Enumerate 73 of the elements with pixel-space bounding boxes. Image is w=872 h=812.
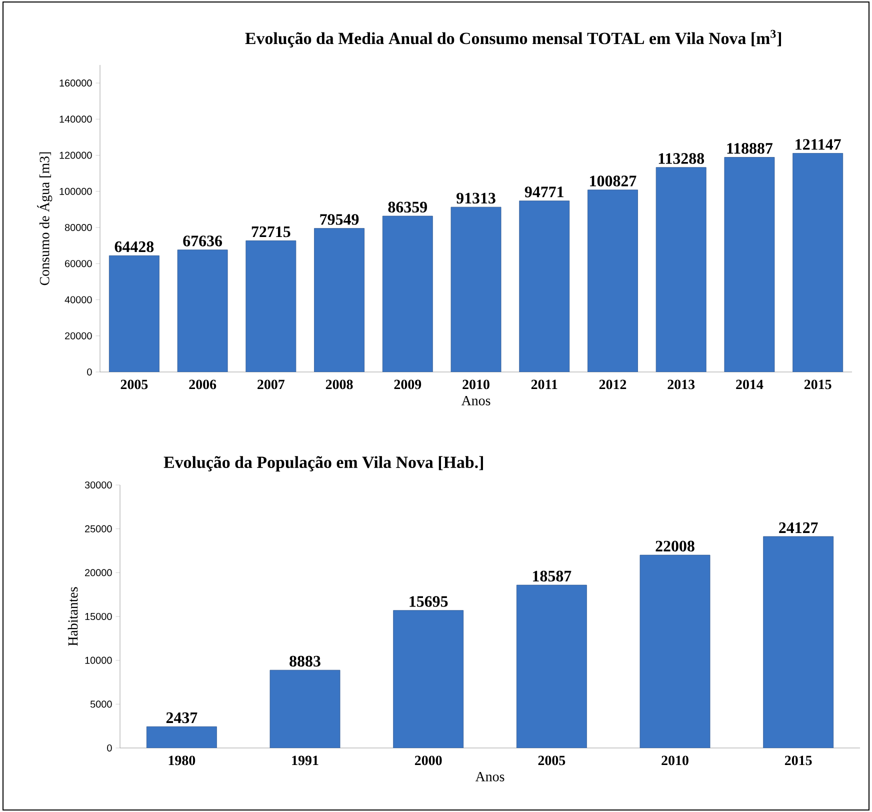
data-label: 100827 (590, 176, 636, 186)
bar (270, 670, 340, 748)
x-tick-label: 2006 (189, 380, 216, 390)
bar (314, 228, 364, 372)
y-tick-label: 0 (107, 744, 112, 752)
data-label: 22008 (656, 540, 694, 552)
x-tick-label: 2010 (662, 756, 688, 766)
data-label: 18587 (533, 570, 572, 582)
bar (519, 200, 570, 372)
data-label: 79549 (320, 214, 359, 225)
y-tick-label: 120000 (60, 152, 92, 159)
y-tick-label: 80000 (64, 224, 92, 232)
x-tick-label: 1991 (292, 756, 318, 766)
bar (516, 584, 587, 748)
bar (177, 250, 228, 372)
x-tick-label: 2014 (736, 380, 764, 390)
y-tick-label: 5000 (90, 700, 112, 708)
y-axis-title: Consumo de Água [m3] (37, 152, 52, 286)
data-label: 2437 (166, 712, 198, 724)
data-label: 24127 (779, 522, 818, 533)
data-label: 94771 (524, 186, 564, 198)
y-tick-label: 140000 (60, 116, 92, 123)
bar (393, 610, 464, 748)
x-tick-label: 2012 (599, 380, 626, 390)
y-tick-label: 20000 (65, 332, 92, 340)
y-axis-title: Habitantes (68, 587, 78, 646)
y-tick-label: 30000 (84, 481, 112, 489)
y-tick-label: 20000 (85, 569, 112, 576)
bar (588, 190, 638, 372)
x-tick-label: 2011 (531, 380, 558, 390)
bar (146, 726, 217, 748)
y-tick-label: 100000 (60, 188, 92, 195)
x-tick-label: 1980 (168, 756, 196, 766)
x-tick-label: 2005 (120, 380, 148, 390)
x-tick-label: 2015 (804, 380, 832, 390)
bar (108, 255, 160, 372)
data-label: 118887 (727, 143, 773, 154)
data-label: 67636 (183, 236, 222, 246)
data-label: 86359 (388, 202, 427, 213)
x-axis-title: Anos (475, 772, 504, 782)
bar (382, 216, 433, 372)
y-tick-label: 40000 (64, 296, 92, 304)
bar (656, 167, 706, 372)
data-label: 15695 (410, 596, 448, 607)
data-label: 72715 (252, 226, 290, 238)
y-tick-label: 10000 (85, 656, 112, 664)
data-label: 113288 (658, 153, 704, 164)
data-label: 121147 (796, 139, 841, 150)
data-label: 91313 (456, 192, 496, 204)
x-tick-label: 2005 (538, 756, 566, 766)
bar (246, 240, 296, 372)
x-tick-label: 2008 (326, 380, 353, 390)
y-tick-label: 15000 (85, 612, 112, 620)
x-tick-label: 2015 (784, 756, 812, 766)
chart-title: Evolução da População em Vila Nova [Hab.] (164, 456, 483, 472)
x-tick-label: 2010 (462, 380, 490, 390)
y-tick-label: 25000 (85, 525, 112, 532)
x-tick-label: 2000 (414, 756, 442, 766)
chart-title: Evolução da Media Anual do Consumo mensal TOTAL em Vila Nova [m$^{3}$] (245, 30, 782, 48)
bar (792, 153, 844, 372)
x-tick-label: 2013 (668, 380, 695, 390)
bar (763, 536, 834, 748)
data-label: 8883 (290, 656, 320, 667)
bar (724, 157, 775, 372)
x-tick-label: 2009 (394, 380, 422, 390)
bar (450, 206, 502, 372)
y-tick-label: 160000 (60, 80, 92, 87)
x-axis-title: Anos (461, 396, 490, 406)
x-tick-label: 2007 (258, 380, 285, 390)
y-tick-label: 0 (87, 368, 92, 376)
y-tick-label: 60000 (65, 260, 92, 268)
data-label: 64428 (114, 241, 154, 252)
bar (640, 554, 710, 748)
